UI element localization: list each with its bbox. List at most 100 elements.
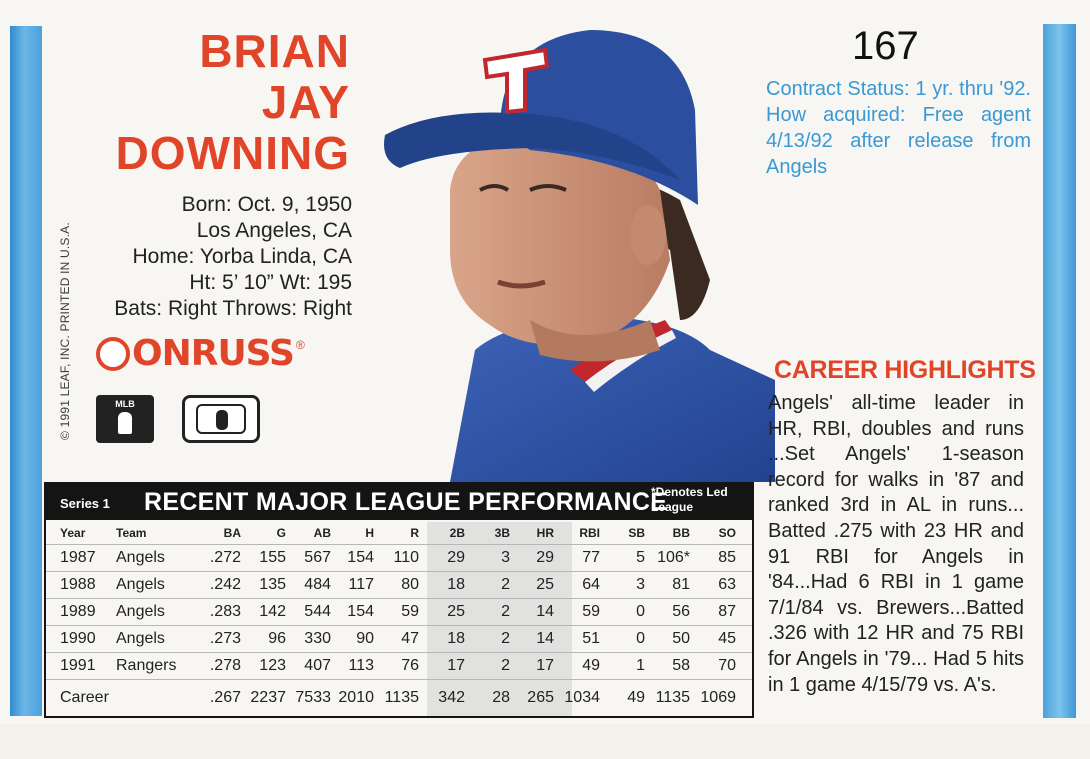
table-cell-g: 96: [268, 630, 286, 647]
table-cell-hr: 29: [536, 549, 554, 566]
table-cell-bb: 50: [672, 630, 690, 647]
eye-left: [479, 184, 510, 192]
table-cell-year: 1988: [60, 576, 96, 593]
table-cell-sb: 0: [636, 630, 645, 647]
mlb-logo: MLB: [96, 395, 154, 443]
players-association-emblem-icon: [196, 404, 246, 434]
table-cell-g: 123: [259, 657, 286, 674]
table-cell-2b: 18: [447, 576, 465, 593]
column-header-so: SO: [718, 526, 736, 540]
table-cell-so: 1069: [700, 689, 736, 706]
column-header-ba: BA: [223, 526, 241, 540]
table-cell-sb: 1: [636, 657, 645, 674]
stats-rows: 1987 Angels .272 155 567 154 110 29 3 29 77 5 106* 85…: [44, 544, 754, 715]
table-row: 1991 Rangers .278 123 407 113 76 17 2 17 49 1 58 70: [44, 652, 754, 679]
table-cell-year: 1990: [60, 630, 96, 647]
table-cell-r: 110: [393, 549, 419, 566]
column-header-r: R: [410, 526, 419, 540]
table-cell-r: 47: [401, 630, 419, 647]
jacket: [450, 316, 775, 482]
player-bio: Born: Oct. 9, 1950 Los Angeles, CA Home:…: [114, 192, 352, 322]
column-header-year: Year: [60, 526, 86, 540]
table-row: 1990 Angels .273 96 330 90 47 18 2 14 51 0 50 45: [44, 625, 754, 652]
table-cell-rbi: 1034: [564, 689, 600, 706]
players-association-logo: [182, 395, 260, 443]
table-cell-3b: 2: [501, 630, 510, 647]
face: [450, 129, 670, 345]
shaded-column-band: [427, 522, 572, 718]
hair: [560, 170, 710, 320]
left-blue-stripe: [10, 26, 42, 716]
column-header-h: H: [365, 526, 374, 540]
stats-title: RECENT MAJOR LEAGUE PERFORMANCE: [144, 488, 668, 516]
table-cell-rbi: 49: [582, 657, 600, 674]
table-cell-ba: .278: [209, 657, 241, 674]
table-cell-hr: 265: [527, 689, 554, 706]
column-header-hr: HR: [536, 526, 554, 540]
table-cell-bb: 56: [672, 603, 690, 620]
table-cell-3b: 2: [501, 603, 510, 620]
column-header-rbi: RBI: [579, 526, 600, 540]
neck: [530, 320, 660, 362]
table-cell-g: 155: [259, 549, 286, 566]
table-cell-sb: 3: [636, 576, 645, 593]
table-cell-sb: 0: [636, 603, 645, 620]
column-header-3b: 3B: [494, 526, 510, 540]
column-header-ab: AB: [313, 526, 331, 540]
table-cell-r: 76: [401, 657, 419, 674]
table-cell-so: 63: [718, 576, 736, 593]
bio-born: Born: Oct. 9, 1950: [181, 193, 352, 216]
table-cell-h: 113: [348, 657, 374, 674]
table-cell-team: Angels: [116, 630, 165, 647]
cap-t-logo-icon: [482, 47, 550, 115]
table-cell-year: Career: [60, 689, 109, 706]
table-cell-bb: 81: [672, 576, 690, 593]
table-cell-3b: 28: [492, 689, 510, 706]
table-cell-2b: 29: [447, 549, 465, 566]
eye-right: [529, 184, 567, 192]
mouth: [497, 279, 546, 289]
baseball-icon: [96, 336, 130, 371]
table-cell-year: 1991: [60, 657, 96, 674]
table-cell-2b: 17: [447, 657, 465, 674]
player-photo: [384, 30, 775, 482]
table-row: 1989 Angels .283 142 544 154 59 25 2 14 59 0 56 87: [44, 598, 754, 625]
table-cell-2b: 25: [447, 603, 465, 620]
table-cell-so: 87: [718, 603, 736, 620]
table-cell-year: 1987: [60, 549, 96, 566]
table-cell-hr: 14: [536, 603, 554, 620]
table-cell-h: 90: [356, 630, 374, 647]
table-cell-ab: 567: [304, 549, 331, 566]
table-cell-r: 80: [401, 576, 419, 593]
table-row: 1988 Angels .242 135 484 117 80 18 2 25 64 3 81 63: [44, 571, 754, 598]
table-cell-so: 45: [718, 630, 736, 647]
bio-home: Home: Yorba Linda, CA: [132, 245, 352, 268]
ear: [630, 205, 666, 265]
mlb-logo-text: MLB: [115, 399, 135, 409]
bio-height-weight: Ht: 5’ 10” Wt: 195: [189, 271, 352, 294]
table-cell-ba: .283: [209, 603, 241, 620]
table-cell-g: 135: [259, 576, 286, 593]
table-cell-ab: 407: [304, 657, 331, 674]
batter-silhouette-icon: [118, 412, 132, 434]
table-cell-team: Rangers: [116, 657, 177, 674]
table-cell-rbi: 59: [582, 603, 600, 620]
column-header-team: Team: [116, 526, 147, 540]
table-cell-ab: 544: [304, 603, 331, 620]
table-cell-h: 2010: [338, 689, 374, 706]
donruss-wordmark: ONRUSS: [132, 333, 295, 374]
table-cell-rbi: 51: [582, 630, 600, 647]
table-cell-rbi: 77: [582, 549, 600, 566]
table-cell-sb: 49: [627, 689, 645, 706]
table-cell-ab: 7533: [295, 689, 331, 706]
right-blue-stripe: [1043, 24, 1076, 718]
table-cell-hr: 17: [536, 657, 554, 674]
table-cell-r: 59: [401, 603, 419, 620]
name-line-first: BRIAN: [199, 25, 350, 77]
table-cell-bb: 1135: [655, 689, 690, 706]
table-cell-ab: 330: [304, 630, 331, 647]
table-cell-so: 70: [718, 657, 736, 674]
name-line-last: DOWNING: [115, 127, 350, 179]
table-cell-2b: 18: [447, 630, 465, 647]
